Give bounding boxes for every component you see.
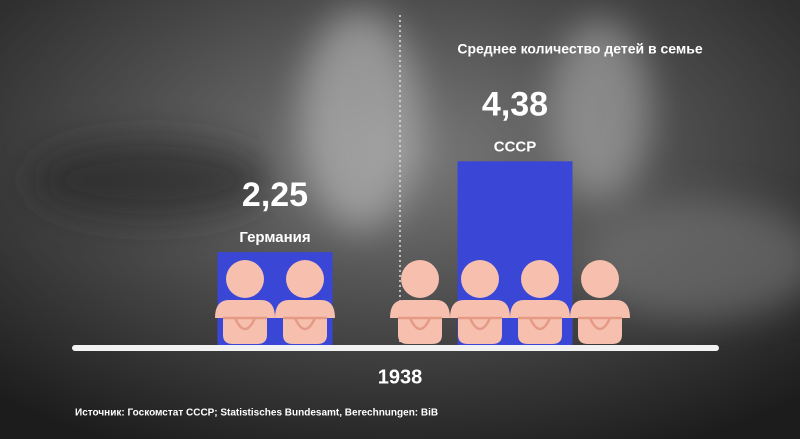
value-label: 4,38 xyxy=(482,85,548,123)
baby-diaper xyxy=(283,316,327,331)
baby-diaper xyxy=(223,316,267,331)
background-smoke xyxy=(30,10,800,320)
baby-head xyxy=(286,260,324,298)
baby-icon xyxy=(215,260,275,344)
baby-diaper xyxy=(398,316,442,331)
category-label: Германия xyxy=(239,229,310,246)
baby-body xyxy=(450,300,510,344)
source: Источник: Госкомстат СССР; Statistisches… xyxy=(75,408,438,419)
baby-body xyxy=(510,300,570,344)
baby-body xyxy=(390,300,450,344)
baby-icon xyxy=(390,260,450,344)
baby-icon xyxy=(450,260,510,344)
baby-icon xyxy=(570,260,630,344)
baby-head xyxy=(581,260,619,298)
baby-body xyxy=(570,300,630,344)
baby-head xyxy=(226,260,264,298)
baby-body xyxy=(275,300,335,344)
baby-head xyxy=(401,260,439,298)
value-label: 2,25 xyxy=(242,176,308,214)
x-label: 1938 xyxy=(378,366,423,388)
baby-diaper xyxy=(458,316,502,331)
baby-diaper xyxy=(518,316,562,331)
category-label: СССР xyxy=(494,138,537,155)
baby-body xyxy=(215,300,275,344)
baby-diaper xyxy=(578,316,622,331)
baby-head xyxy=(521,260,559,298)
baby-icon xyxy=(275,260,335,344)
baby-head xyxy=(461,260,499,298)
baby-icon xyxy=(510,260,570,344)
chart-title: Среднее количество детей в семье xyxy=(457,41,702,57)
